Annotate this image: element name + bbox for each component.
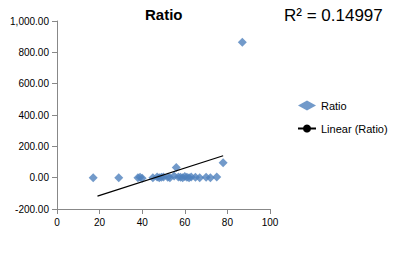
svg-text:0.00: 0.00 [30,172,50,183]
svg-text:0: 0 [54,217,60,228]
svg-text:100: 100 [262,217,279,228]
svg-text:400.00: 400.00 [18,110,49,121]
svg-text:Ratio: Ratio [145,6,183,23]
svg-text:800.00: 800.00 [18,47,49,58]
svg-text:80: 80 [222,217,234,228]
svg-text:60: 60 [179,217,191,228]
svg-text:Linear (Ratio): Linear (Ratio) [321,123,388,135]
svg-text:200.00: 200.00 [18,141,49,152]
svg-text:1,000.00: 1,000.00 [10,16,49,27]
svg-text:600.00: 600.00 [18,78,49,89]
svg-text:R² = 0.14997: R² = 0.14997 [284,6,383,25]
svg-text:-200.00: -200.00 [15,204,49,215]
svg-text:40: 40 [137,217,149,228]
svg-text:20: 20 [94,217,106,228]
svg-text:Ratio: Ratio [321,100,347,112]
